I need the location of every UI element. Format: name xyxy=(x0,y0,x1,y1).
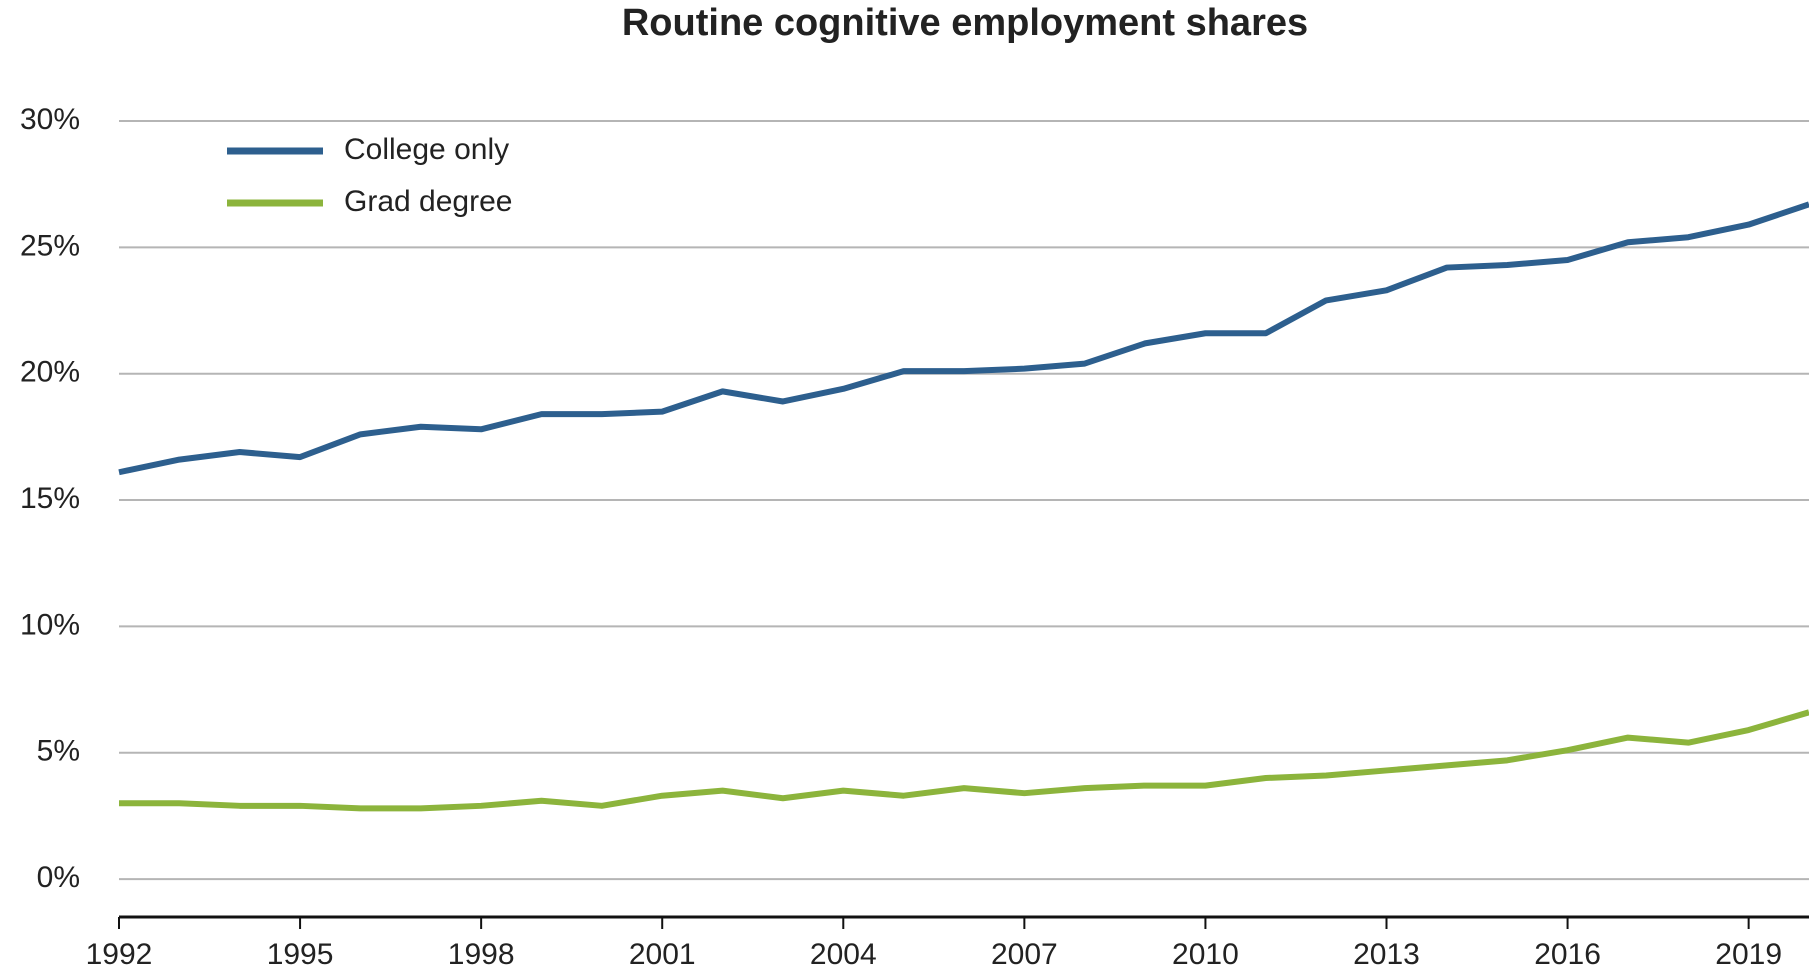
legend-label: Grad degree xyxy=(344,185,512,218)
y-tick-label: 5% xyxy=(37,735,80,768)
y-tick-label: 30% xyxy=(20,103,80,136)
series-line xyxy=(118,201,1809,476)
y-tick-label: 15% xyxy=(20,482,80,515)
x-tick-label: 1998 xyxy=(448,938,515,971)
series-line xyxy=(119,709,1809,812)
x-tick-label: 1995 xyxy=(267,938,334,971)
x-tick-label: 2013 xyxy=(1353,938,1420,971)
legend-label: College only xyxy=(344,133,509,166)
x-tick-label: 2010 xyxy=(1172,938,1239,971)
y-tick-label: 20% xyxy=(20,356,80,389)
y-tick-label: 25% xyxy=(20,229,80,262)
y-tick-label: 10% xyxy=(20,608,80,641)
x-tick-label: 2019 xyxy=(1715,938,1782,971)
y-tick-label: 0% xyxy=(37,861,80,894)
x-tick-label: 2004 xyxy=(810,938,877,971)
x-tick-label: 2007 xyxy=(991,938,1058,971)
x-tick-label: 2016 xyxy=(1534,938,1601,971)
x-tick-label: 1992 xyxy=(86,938,153,971)
x-tick-label: 2001 xyxy=(629,938,696,971)
chart-title: Routine cognitive employment shares xyxy=(622,2,1308,44)
